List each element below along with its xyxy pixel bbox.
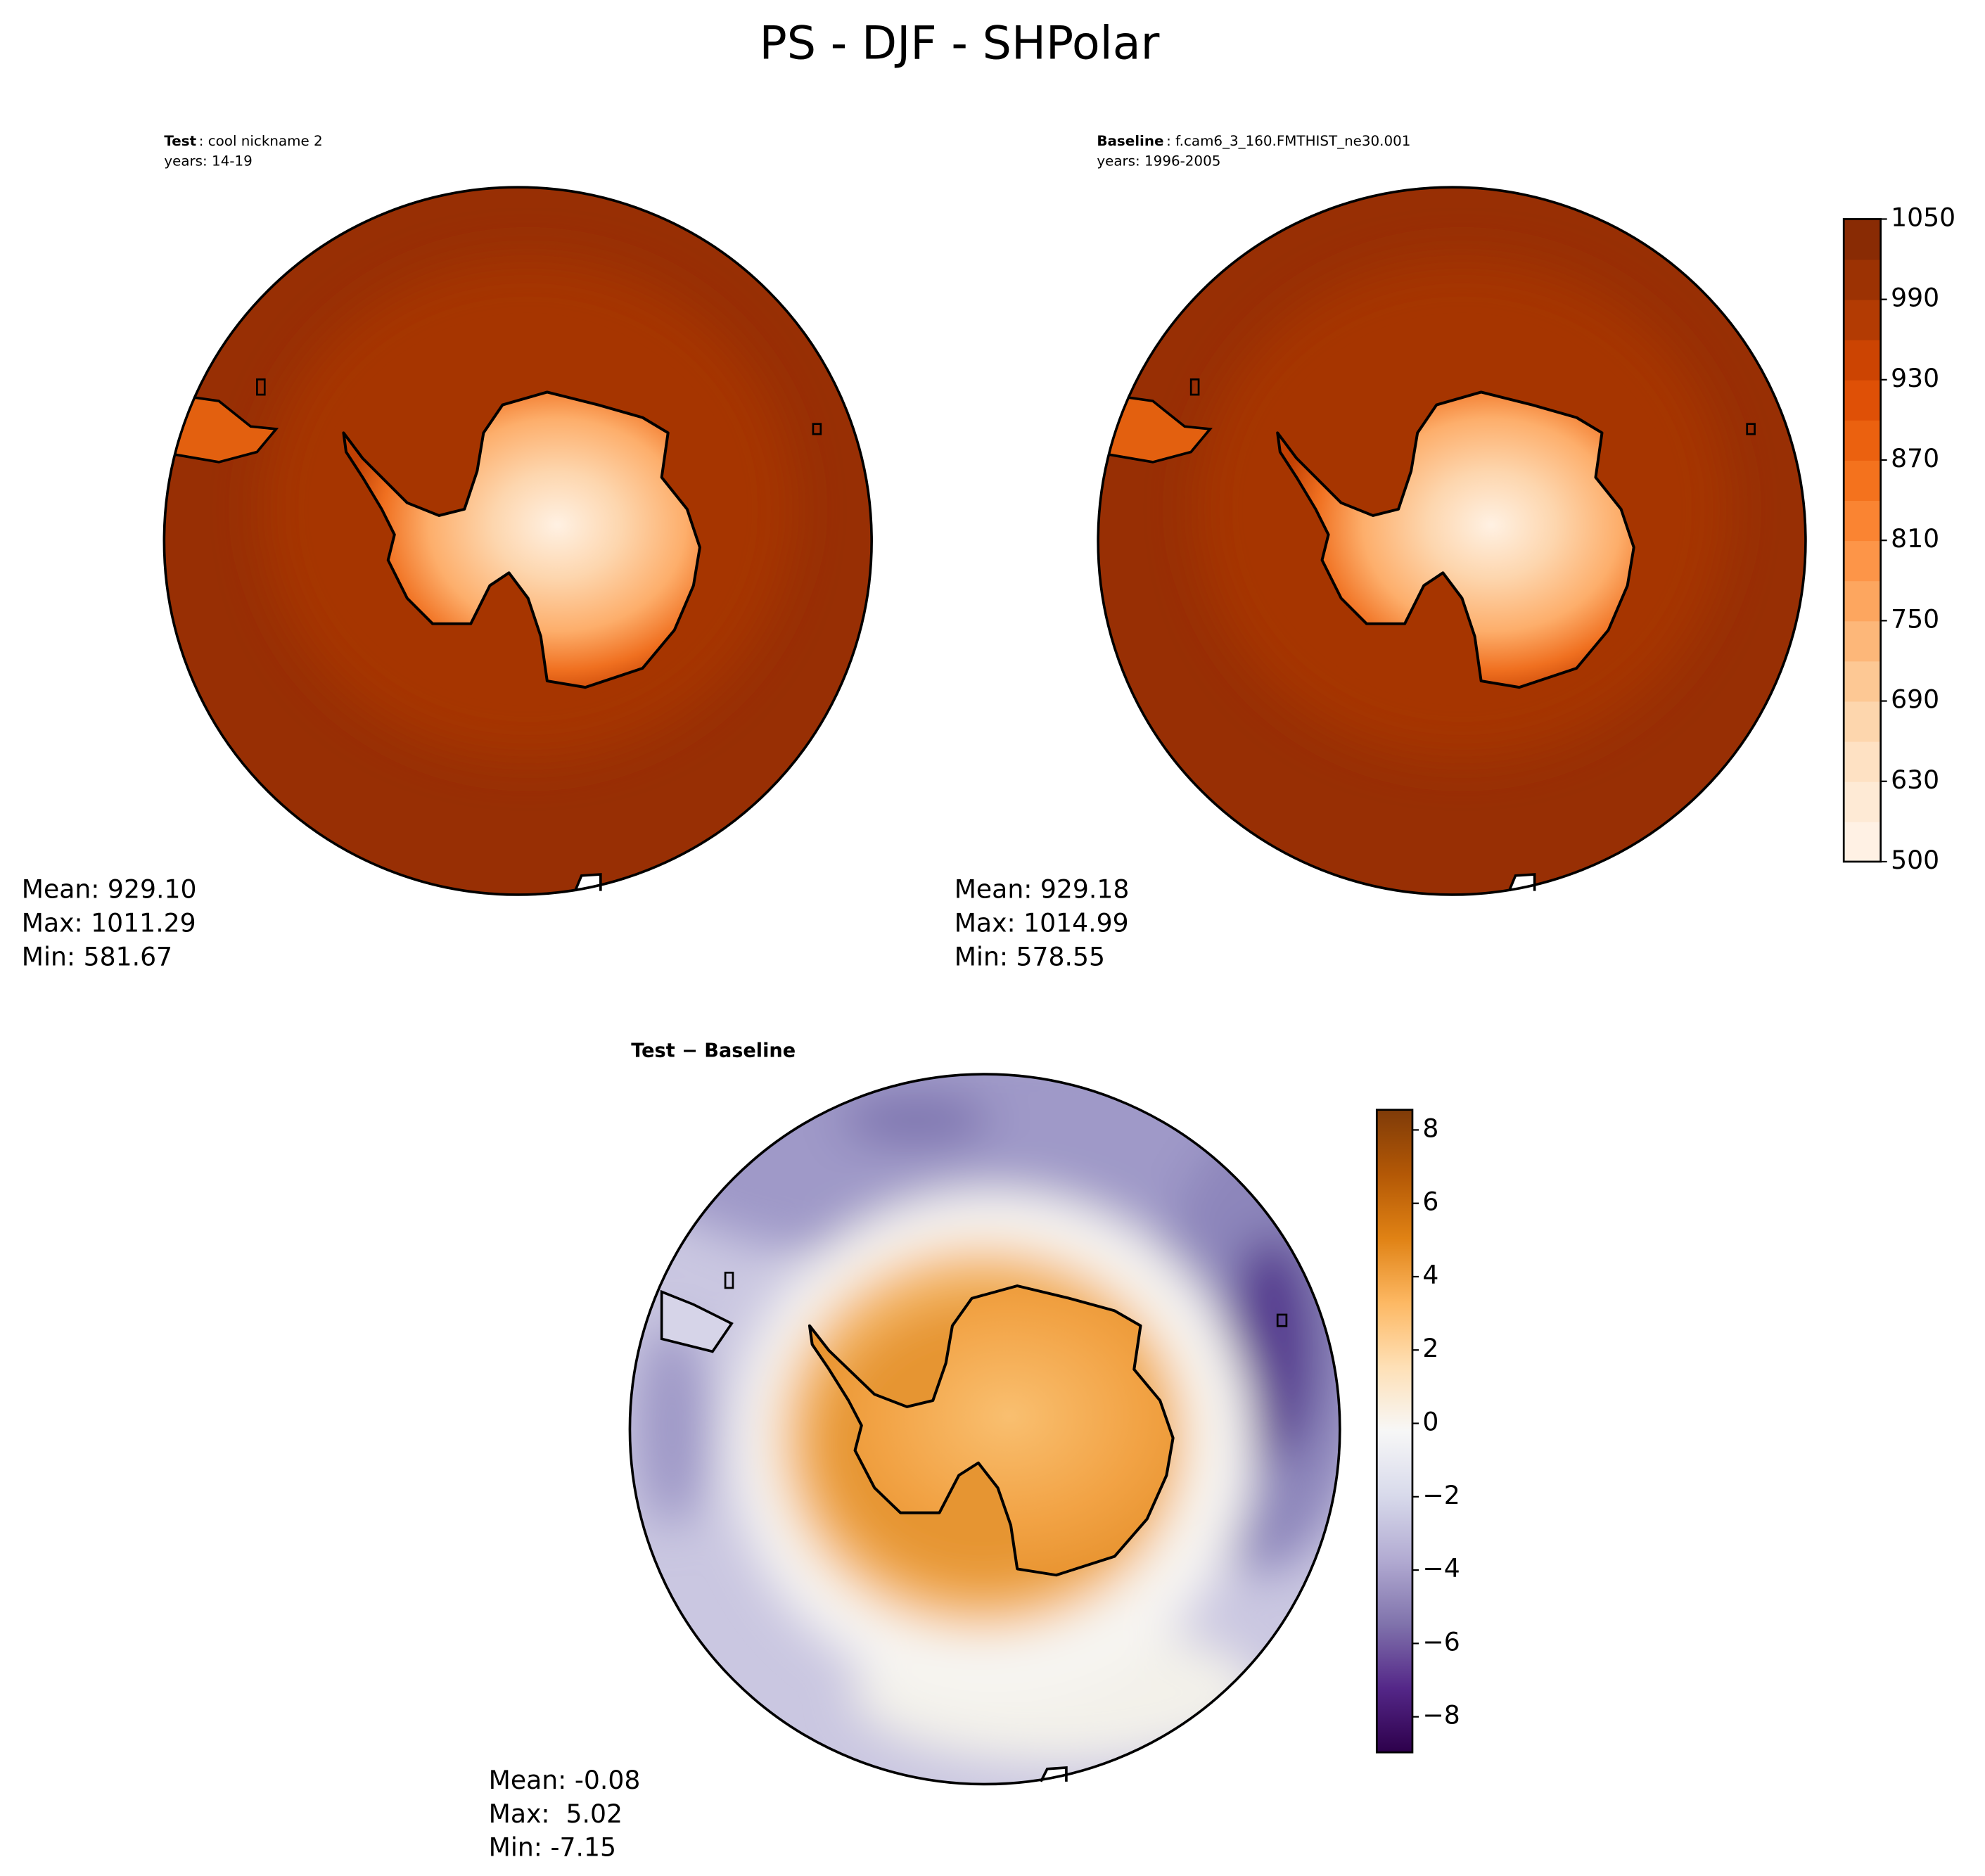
panel-stat: Max: 5.02	[489, 1799, 623, 1829]
panel-stat: Max: 1014.99	[955, 908, 1129, 938]
colorbar-tick-label: 750	[1891, 604, 1939, 634]
colorbar-tick-label: 930	[1891, 363, 1939, 393]
colorbar-band	[1844, 821, 1881, 862]
panel-years: years: 1996-2005	[1097, 153, 1220, 170]
colorbar-tick-label: 990	[1891, 283, 1939, 313]
panel-stat: Max: 1011.29	[22, 908, 196, 938]
colorbar-band	[1844, 339, 1881, 381]
colorbar-band	[1844, 620, 1881, 662]
colorbar-band	[1844, 460, 1881, 502]
colorbar-band	[1844, 701, 1881, 742]
colorbar-band	[1844, 661, 1881, 702]
colorbar-tick-label: 870	[1891, 443, 1939, 473]
colorbar-band	[1844, 219, 1881, 260]
colorbar-band	[1844, 781, 1881, 822]
test-map	[164, 187, 872, 895]
panel-label-case: Test	[164, 133, 196, 149]
panel-years: years: 14-19	[164, 153, 252, 170]
colorbar-band	[1844, 580, 1881, 622]
colorbar-frame	[1375, 1109, 1414, 1754]
colorbar-band	[1844, 259, 1881, 300]
panel-label: Test: cool nickname 2	[164, 133, 322, 149]
colorbar-band	[1844, 540, 1881, 582]
colorbar-band	[1844, 419, 1881, 461]
panel-stat: Min: 578.55	[955, 941, 1105, 971]
panel-stat: Mean: 929.18	[955, 874, 1130, 905]
panel-stat: Mean: -0.08	[489, 1765, 641, 1795]
colorbar-tick-label: −8	[1422, 1700, 1460, 1730]
colorbar-tick-label: −4	[1422, 1553, 1460, 1583]
colorbar-tick-label: 1050	[1891, 202, 1955, 232]
colorbar-band	[1844, 379, 1881, 421]
panel-label: Baseline: f.cam6_3_160.FMTHIST_ne30.001	[1097, 133, 1410, 149]
panel-label-name: : f.cam6_3_160.FMTHIST_ne30.001	[1166, 133, 1410, 149]
panel-label-case: Test − Baseline	[631, 1040, 796, 1061]
colorbar-tick-label: 2	[1422, 1333, 1438, 1363]
colorbar-tick-label: 500	[1891, 845, 1939, 875]
colorbar-tick-label: 810	[1891, 523, 1939, 554]
panel-label-case: Baseline	[1097, 133, 1163, 149]
colorbar-tick-label: 630	[1891, 765, 1939, 795]
difference-map	[628, 1073, 1341, 1786]
colorbar-band	[1844, 299, 1881, 340]
colorbar-tick-label: 4	[1422, 1260, 1438, 1290]
colorbar-band	[1844, 500, 1881, 542]
panel-stat: Mean: 929.10	[22, 874, 197, 905]
panel-stat: Min: -7.15	[489, 1832, 616, 1863]
colorbar-tick-label: −2	[1422, 1480, 1460, 1510]
colorbar-tick-label: 690	[1891, 684, 1939, 715]
panel-label-name: : cool nickname 2	[199, 133, 323, 149]
panel-label: Test − Baseline	[631, 1040, 796, 1061]
colorbar-band	[1844, 741, 1881, 782]
baseline-map	[1098, 187, 1806, 895]
colorbar-tick-label: 8	[1422, 1113, 1438, 1143]
colorbar-tick-label: 0	[1422, 1407, 1438, 1437]
colorbar-gradient	[1377, 1109, 1412, 1753]
panel-stat: Min: 581.67	[22, 941, 172, 971]
colorbar-tick-label: 6	[1422, 1187, 1438, 1217]
figure-title: PS - DJF - SHPolar	[759, 17, 1159, 70]
colorbar-tick-label: −6	[1422, 1626, 1460, 1657]
